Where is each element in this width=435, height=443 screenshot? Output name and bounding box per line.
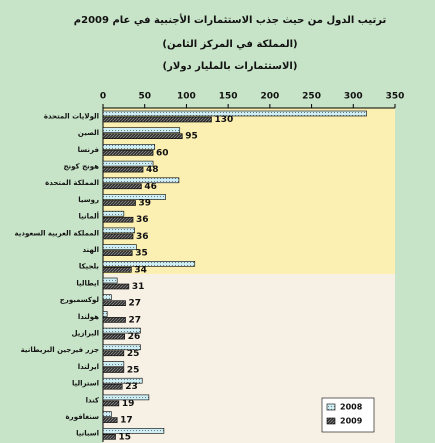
x-tick-label: 300	[344, 92, 363, 102]
legend-label: 2008	[340, 403, 363, 412]
bar	[102, 250, 133, 256]
bar	[102, 333, 125, 340]
bar	[102, 160, 154, 167]
x-tick-label: 150	[219, 92, 238, 102]
value-label: 15	[119, 432, 132, 442]
bar	[102, 350, 125, 357]
y-tick-label: هولندا	[78, 313, 99, 321]
y-tick-label: استراليا	[72, 380, 99, 388]
bar	[102, 383, 123, 390]
chart-subtitle: (المملكة في المركز الثامن)	[162, 39, 297, 50]
x-tick-label: 200	[260, 92, 279, 102]
bar	[102, 177, 180, 184]
legend-swatch	[326, 417, 336, 425]
y-tick-label: فرنسا	[78, 146, 100, 154]
value-label: 46	[144, 182, 157, 192]
bar	[102, 327, 141, 334]
value-label: 36	[136, 215, 149, 225]
bar	[102, 183, 142, 190]
legend-swatch	[326, 403, 336, 411]
bar	[102, 166, 144, 173]
y-tick-label: هونج كونج	[64, 162, 100, 170]
value-label: 26	[128, 332, 141, 342]
bar	[102, 367, 125, 373]
value-label: 60	[156, 148, 169, 158]
bar	[102, 227, 136, 234]
legend-box	[321, 397, 375, 433]
bar	[102, 377, 143, 384]
legend-label: 2009	[340, 417, 363, 426]
bar	[102, 110, 367, 117]
bar	[102, 216, 134, 223]
value-label: 27	[129, 299, 142, 309]
y-tick-label: الهند	[82, 246, 99, 254]
value-label: 34	[134, 265, 147, 275]
x-tick-label: 350	[386, 92, 405, 102]
value-label: 25	[127, 366, 140, 376]
bar	[102, 210, 125, 217]
y-tick-label: سنغافورة	[66, 413, 100, 421]
bar	[102, 311, 108, 317]
bar	[102, 244, 137, 250]
y-tick-label: ألمانيا	[79, 212, 99, 221]
value-label: 48	[146, 165, 159, 175]
bar	[102, 361, 125, 367]
value-label: 39	[139, 199, 152, 209]
y-tick-label: الولايات المتحدة	[44, 112, 99, 120]
bar	[102, 344, 141, 351]
y-tick-label: البرازيل	[71, 329, 99, 337]
bar	[102, 233, 134, 240]
x-tick-label: 250	[302, 92, 321, 102]
bar	[102, 127, 181, 133]
y-tick-label: كندا	[86, 396, 100, 404]
x-tick-label: 100	[177, 92, 196, 102]
value-label: 95	[185, 132, 198, 142]
y-tick-label: اسبانيا	[76, 430, 99, 438]
bar	[102, 194, 166, 200]
bar	[102, 283, 130, 290]
bar	[102, 150, 154, 156]
bar	[102, 427, 165, 434]
bar	[102, 133, 183, 139]
y-tick-label: ايطاليا	[76, 279, 99, 287]
bar	[102, 266, 132, 273]
y-tick-label: المملكة العربية السعودية	[15, 229, 99, 237]
bar	[102, 317, 126, 323]
value-label: 17	[120, 416, 133, 426]
y-tick-label: جزر فيرجين البريطانية	[21, 346, 99, 354]
value-label: 130	[214, 115, 233, 125]
bar	[102, 433, 116, 440]
bar	[102, 411, 112, 417]
bar	[102, 260, 196, 267]
bar	[102, 277, 118, 284]
y-tick-label: المملكة المتحدة	[45, 179, 99, 187]
bar	[102, 294, 112, 301]
value-label: 31	[132, 282, 145, 292]
chart-title: ترتيب الدول من حيث جذب الاستثمارات الأجن…	[74, 13, 387, 26]
y-tick-label: ايرلندا	[78, 363, 99, 371]
bar	[102, 200, 136, 206]
x-tick-label: 50	[138, 92, 151, 102]
bar	[102, 400, 120, 407]
value-label: 23	[125, 382, 138, 392]
bar	[102, 300, 126, 307]
value-label: 35	[135, 249, 148, 259]
y-tick-label: بلجيكا	[79, 263, 99, 271]
value-label: 27	[129, 315, 142, 325]
value-label: 36	[136, 232, 149, 242]
bar	[102, 394, 150, 401]
y-tick-label: روسيا	[78, 196, 99, 204]
bar	[102, 417, 118, 423]
chart-note: (الاستثمارات بالمليار دولار)	[163, 61, 298, 72]
bar	[102, 116, 212, 123]
y-tick-label: الصين	[78, 129, 99, 137]
bar	[102, 144, 156, 150]
y-tick-label: لوكسمبورج	[60, 296, 100, 304]
value-label: 25	[127, 349, 140, 359]
value-label: 19	[122, 399, 135, 409]
x-tick-label: 0	[100, 92, 106, 102]
